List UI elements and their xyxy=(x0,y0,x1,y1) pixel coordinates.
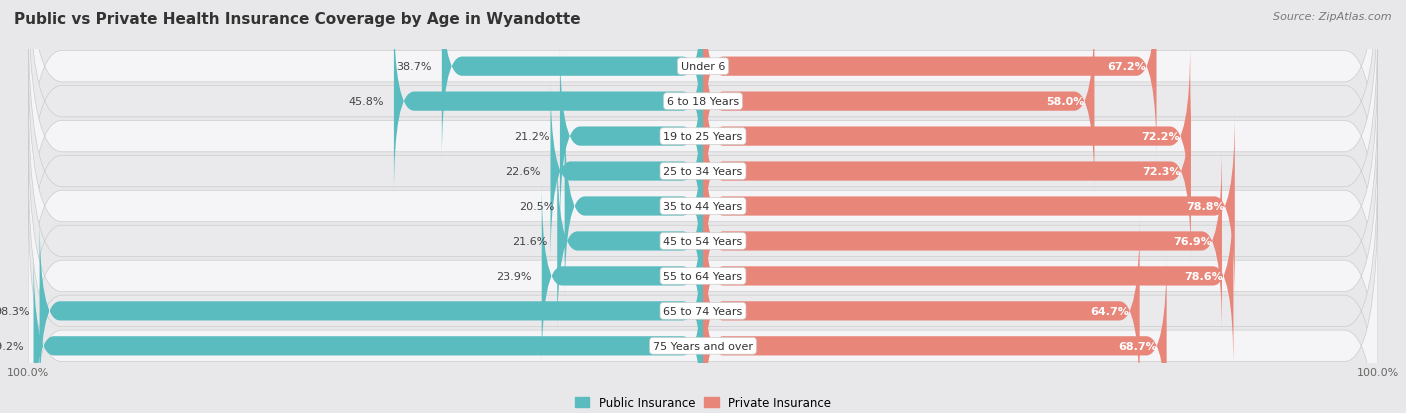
FancyBboxPatch shape xyxy=(703,216,1140,406)
FancyBboxPatch shape xyxy=(703,146,1222,337)
Text: 67.2%: 67.2% xyxy=(1108,62,1146,72)
FancyBboxPatch shape xyxy=(703,181,1233,371)
Text: Source: ZipAtlas.com: Source: ZipAtlas.com xyxy=(1274,12,1392,22)
Text: 35 to 44 Years: 35 to 44 Years xyxy=(664,202,742,211)
FancyBboxPatch shape xyxy=(441,0,703,162)
FancyBboxPatch shape xyxy=(703,112,1234,301)
FancyBboxPatch shape xyxy=(703,76,1191,267)
Text: 78.8%: 78.8% xyxy=(1187,202,1225,211)
FancyBboxPatch shape xyxy=(557,146,703,337)
Text: 76.9%: 76.9% xyxy=(1173,236,1212,247)
Text: 6 to 18 Years: 6 to 18 Years xyxy=(666,97,740,107)
FancyBboxPatch shape xyxy=(39,216,703,406)
FancyBboxPatch shape xyxy=(28,48,1378,365)
Text: 23.9%: 23.9% xyxy=(496,271,531,281)
Text: 72.2%: 72.2% xyxy=(1142,132,1180,142)
Text: 98.3%: 98.3% xyxy=(0,306,30,316)
Text: 58.0%: 58.0% xyxy=(1046,97,1084,107)
Text: 20.5%: 20.5% xyxy=(519,202,554,211)
FancyBboxPatch shape xyxy=(28,13,1378,330)
Text: 45 to 54 Years: 45 to 54 Years xyxy=(664,236,742,247)
Text: 65 to 74 Years: 65 to 74 Years xyxy=(664,306,742,316)
Text: Under 6: Under 6 xyxy=(681,62,725,72)
FancyBboxPatch shape xyxy=(28,0,1378,295)
FancyBboxPatch shape xyxy=(28,188,1378,413)
Text: 21.6%: 21.6% xyxy=(512,236,547,247)
Text: 22.6%: 22.6% xyxy=(505,166,540,177)
FancyBboxPatch shape xyxy=(28,0,1378,225)
Text: 38.7%: 38.7% xyxy=(396,62,432,72)
Text: 19 to 25 Years: 19 to 25 Years xyxy=(664,132,742,142)
FancyBboxPatch shape xyxy=(28,83,1378,400)
Text: 99.2%: 99.2% xyxy=(0,341,24,351)
Text: 25 to 34 Years: 25 to 34 Years xyxy=(664,166,742,177)
FancyBboxPatch shape xyxy=(551,76,703,267)
Text: 68.7%: 68.7% xyxy=(1118,341,1157,351)
FancyBboxPatch shape xyxy=(703,251,1167,413)
FancyBboxPatch shape xyxy=(28,0,1378,261)
FancyBboxPatch shape xyxy=(560,42,703,232)
Text: 64.7%: 64.7% xyxy=(1091,306,1129,316)
Text: 45.8%: 45.8% xyxy=(349,97,384,107)
FancyBboxPatch shape xyxy=(34,251,703,413)
Text: 72.3%: 72.3% xyxy=(1142,166,1181,177)
FancyBboxPatch shape xyxy=(28,118,1378,413)
FancyBboxPatch shape xyxy=(28,152,1378,413)
Text: 75 Years and over: 75 Years and over xyxy=(652,341,754,351)
Text: Public vs Private Health Insurance Coverage by Age in Wyandotte: Public vs Private Health Insurance Cover… xyxy=(14,12,581,27)
Text: 21.2%: 21.2% xyxy=(515,132,550,142)
FancyBboxPatch shape xyxy=(703,7,1094,197)
FancyBboxPatch shape xyxy=(541,181,703,371)
FancyBboxPatch shape xyxy=(565,112,703,301)
Text: 55 to 64 Years: 55 to 64 Years xyxy=(664,271,742,281)
FancyBboxPatch shape xyxy=(703,42,1191,232)
Text: 78.6%: 78.6% xyxy=(1185,271,1223,281)
Legend: Public Insurance, Private Insurance: Public Insurance, Private Insurance xyxy=(571,392,835,413)
FancyBboxPatch shape xyxy=(703,0,1157,162)
FancyBboxPatch shape xyxy=(394,7,703,197)
